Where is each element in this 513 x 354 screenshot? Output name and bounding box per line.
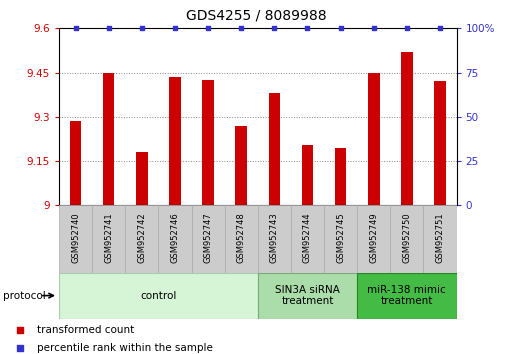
Point xyxy=(436,25,444,31)
Bar xyxy=(159,205,191,273)
Text: transformed count: transformed count xyxy=(37,325,134,335)
Bar xyxy=(125,205,159,273)
Bar xyxy=(258,273,357,319)
Text: percentile rank within the sample: percentile rank within the sample xyxy=(37,343,213,353)
Text: SIN3A siRNA
treatment: SIN3A siRNA treatment xyxy=(275,285,340,307)
Bar xyxy=(225,205,258,273)
Text: GSM952740: GSM952740 xyxy=(71,212,80,263)
Bar xyxy=(103,73,114,205)
Text: GSM952743: GSM952743 xyxy=(270,212,279,263)
Bar xyxy=(324,205,357,273)
Bar xyxy=(169,77,181,205)
Text: GSM952745: GSM952745 xyxy=(336,212,345,263)
Bar xyxy=(302,145,313,205)
Point xyxy=(16,345,24,350)
Point xyxy=(105,25,113,31)
Text: control: control xyxy=(140,291,176,301)
Bar xyxy=(235,126,247,205)
Bar xyxy=(357,273,457,319)
Point xyxy=(16,327,24,333)
Bar xyxy=(335,148,346,205)
Bar xyxy=(268,93,280,205)
Point xyxy=(204,25,212,31)
Bar xyxy=(401,52,412,205)
Bar xyxy=(258,205,291,273)
Text: GSM952742: GSM952742 xyxy=(137,212,146,263)
Text: GSM952747: GSM952747 xyxy=(204,212,212,263)
Text: GSM952751: GSM952751 xyxy=(436,212,444,263)
Bar xyxy=(357,205,390,273)
Text: GSM952744: GSM952744 xyxy=(303,212,312,263)
Bar xyxy=(368,73,380,205)
Bar xyxy=(423,205,457,273)
Text: GSM952746: GSM952746 xyxy=(170,212,180,263)
Bar xyxy=(92,205,125,273)
Text: protocol: protocol xyxy=(3,291,45,301)
Text: GSM952741: GSM952741 xyxy=(104,212,113,263)
Point xyxy=(237,25,245,31)
Bar xyxy=(191,205,225,273)
Bar xyxy=(434,81,446,205)
Text: GSM952750: GSM952750 xyxy=(402,212,411,263)
Bar xyxy=(59,205,92,273)
Text: GDS4255 / 8089988: GDS4255 / 8089988 xyxy=(186,9,327,23)
Point xyxy=(137,25,146,31)
Text: GSM952749: GSM952749 xyxy=(369,212,378,263)
Point xyxy=(171,25,179,31)
Bar xyxy=(59,273,258,319)
Bar xyxy=(390,205,423,273)
Bar xyxy=(70,121,82,205)
Point xyxy=(303,25,311,31)
Text: GSM952748: GSM952748 xyxy=(236,212,246,263)
Point xyxy=(337,25,345,31)
Bar xyxy=(136,152,148,205)
Point xyxy=(270,25,279,31)
Point xyxy=(370,25,378,31)
Bar xyxy=(291,205,324,273)
Text: miR-138 mimic
treatment: miR-138 mimic treatment xyxy=(367,285,446,307)
Bar xyxy=(202,80,214,205)
Point xyxy=(71,25,80,31)
Point xyxy=(403,25,411,31)
